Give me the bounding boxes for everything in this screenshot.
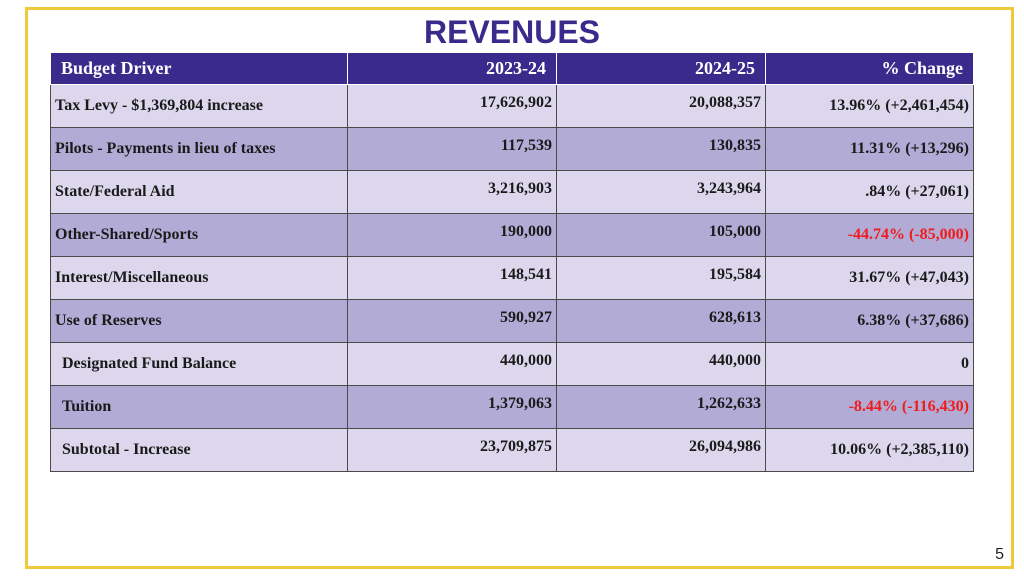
header-2023-24: 2023-24	[347, 52, 557, 85]
table-row: Interest/Miscellaneous 148,541 195,584 3…	[50, 256, 974, 300]
value-2023-24: 148,541	[347, 256, 557, 300]
row-label: Tax Levy - $1,369,804 increase	[50, 84, 348, 128]
row-label: Designated Fund Balance	[50, 342, 348, 386]
value-change: 10.06% (+2,385,110)	[765, 428, 974, 472]
value-2023-24: 590,927	[347, 299, 557, 343]
value-change: 13.96% (+2,461,454)	[765, 84, 974, 128]
value-2024-25: 628,613	[556, 299, 766, 343]
table-row: Tuition 1,379,063 1,262,633 -8.44% (-116…	[50, 385, 974, 429]
value-2024-25: 3,243,964	[556, 170, 766, 214]
value-2023-24: 23,709,875	[347, 428, 557, 472]
value-2024-25: 195,584	[556, 256, 766, 300]
value-2024-25: 20,088,357	[556, 84, 766, 128]
slide-frame	[25, 7, 1014, 569]
value-2024-25: 26,094,986	[556, 428, 766, 472]
row-label: Other-Shared/Sports	[50, 213, 348, 257]
table-header-row: Budget Driver 2023-24 2024-25 % Change	[50, 52, 974, 85]
row-label: Tuition	[50, 385, 348, 429]
value-2023-24: 1,379,063	[347, 385, 557, 429]
value-2023-24: 190,000	[347, 213, 557, 257]
value-change: 0	[765, 342, 974, 386]
value-2024-25: 105,000	[556, 213, 766, 257]
header-pct-change: % Change	[765, 52, 974, 85]
value-change: 6.38% (+37,686)	[765, 299, 974, 343]
table-row: Pilots - Payments in lieu of taxes 117,5…	[50, 127, 974, 171]
value-2023-24: 117,539	[347, 127, 557, 171]
table-row: Other-Shared/Sports 190,000 105,000 -44.…	[50, 213, 974, 257]
value-2024-25: 440,000	[556, 342, 766, 386]
value-2024-25: 130,835	[556, 127, 766, 171]
row-label: Use of Reserves	[50, 299, 348, 343]
value-change-negative: -44.74% (-85,000)	[765, 213, 974, 257]
header-budget-driver: Budget Driver	[50, 52, 348, 85]
value-2023-24: 440,000	[347, 342, 557, 386]
row-label: Pilots - Payments in lieu of taxes	[50, 127, 348, 171]
value-change: 11.31% (+13,296)	[765, 127, 974, 171]
value-2023-24: 17,626,902	[347, 84, 557, 128]
row-label: State/Federal Aid	[50, 170, 348, 214]
value-change-negative: -8.44% (-116,430)	[765, 385, 974, 429]
value-change: .84% (+27,061)	[765, 170, 974, 214]
value-change: 31.67% (+47,043)	[765, 256, 974, 300]
revenue-table: Budget Driver 2023-24 2024-25 % Change T…	[50, 52, 974, 472]
row-label: Subtotal - Increase	[50, 428, 348, 472]
header-2024-25: 2024-25	[556, 52, 766, 85]
table-row: Use of Reserves 590,927 628,613 6.38% (+…	[50, 299, 974, 343]
value-2024-25: 1,262,633	[556, 385, 766, 429]
table-row-subtotal: Subtotal - Increase 23,709,875 26,094,98…	[50, 428, 974, 472]
table-row: Designated Fund Balance 440,000 440,000 …	[50, 342, 974, 386]
page-number: 5	[995, 546, 1004, 563]
value-2023-24: 3,216,903	[347, 170, 557, 214]
page-title: REVENUES	[423, 14, 601, 50]
table-row: State/Federal Aid 3,216,903 3,243,964 .8…	[50, 170, 974, 214]
table-row: Tax Levy - $1,369,804 increase 17,626,90…	[50, 84, 974, 128]
row-label: Interest/Miscellaneous	[50, 256, 348, 300]
